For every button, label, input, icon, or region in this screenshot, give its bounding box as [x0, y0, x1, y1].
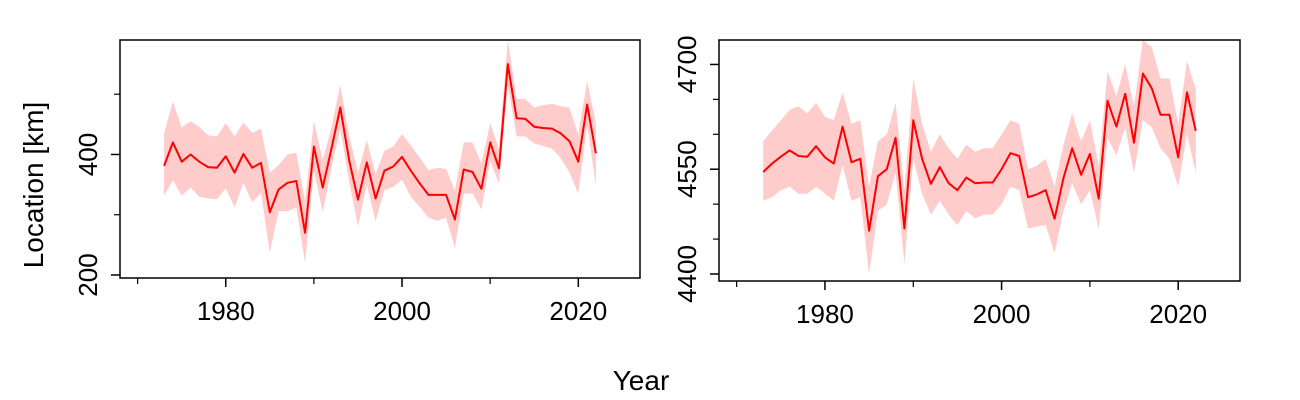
- y-tick-label: 4400: [672, 245, 702, 303]
- series-line: [163, 63, 597, 234]
- right-panel: 1980 2000 2020 4400 4550 4700: [672, 35, 1241, 329]
- confidence-band: [763, 40, 1196, 274]
- y-tick-label: 200: [73, 253, 103, 296]
- confidence-band: [164, 40, 596, 263]
- left-panel: 1980 2000 2020 200 400: [73, 39, 641, 326]
- y-tick-label: 4700: [672, 35, 702, 93]
- y-tick-label: 400: [73, 133, 103, 176]
- x-tick-label: 2020: [549, 296, 607, 326]
- plot-frame: [119, 39, 641, 279]
- series-line: [762, 72, 1197, 232]
- x-tick-label: 2000: [973, 299, 1031, 329]
- shared-y-axis-title: Location [km]: [18, 102, 49, 269]
- x-tick-label: 1980: [197, 296, 255, 326]
- shared-x-axis-title: Year: [613, 365, 670, 396]
- y-tick-label: 4550: [672, 140, 702, 198]
- plot-frame: [718, 39, 1241, 282]
- x-tick-label: 2000: [373, 296, 431, 326]
- x-tick-label: 2020: [1149, 299, 1207, 329]
- x-tick-label: 1980: [796, 299, 854, 329]
